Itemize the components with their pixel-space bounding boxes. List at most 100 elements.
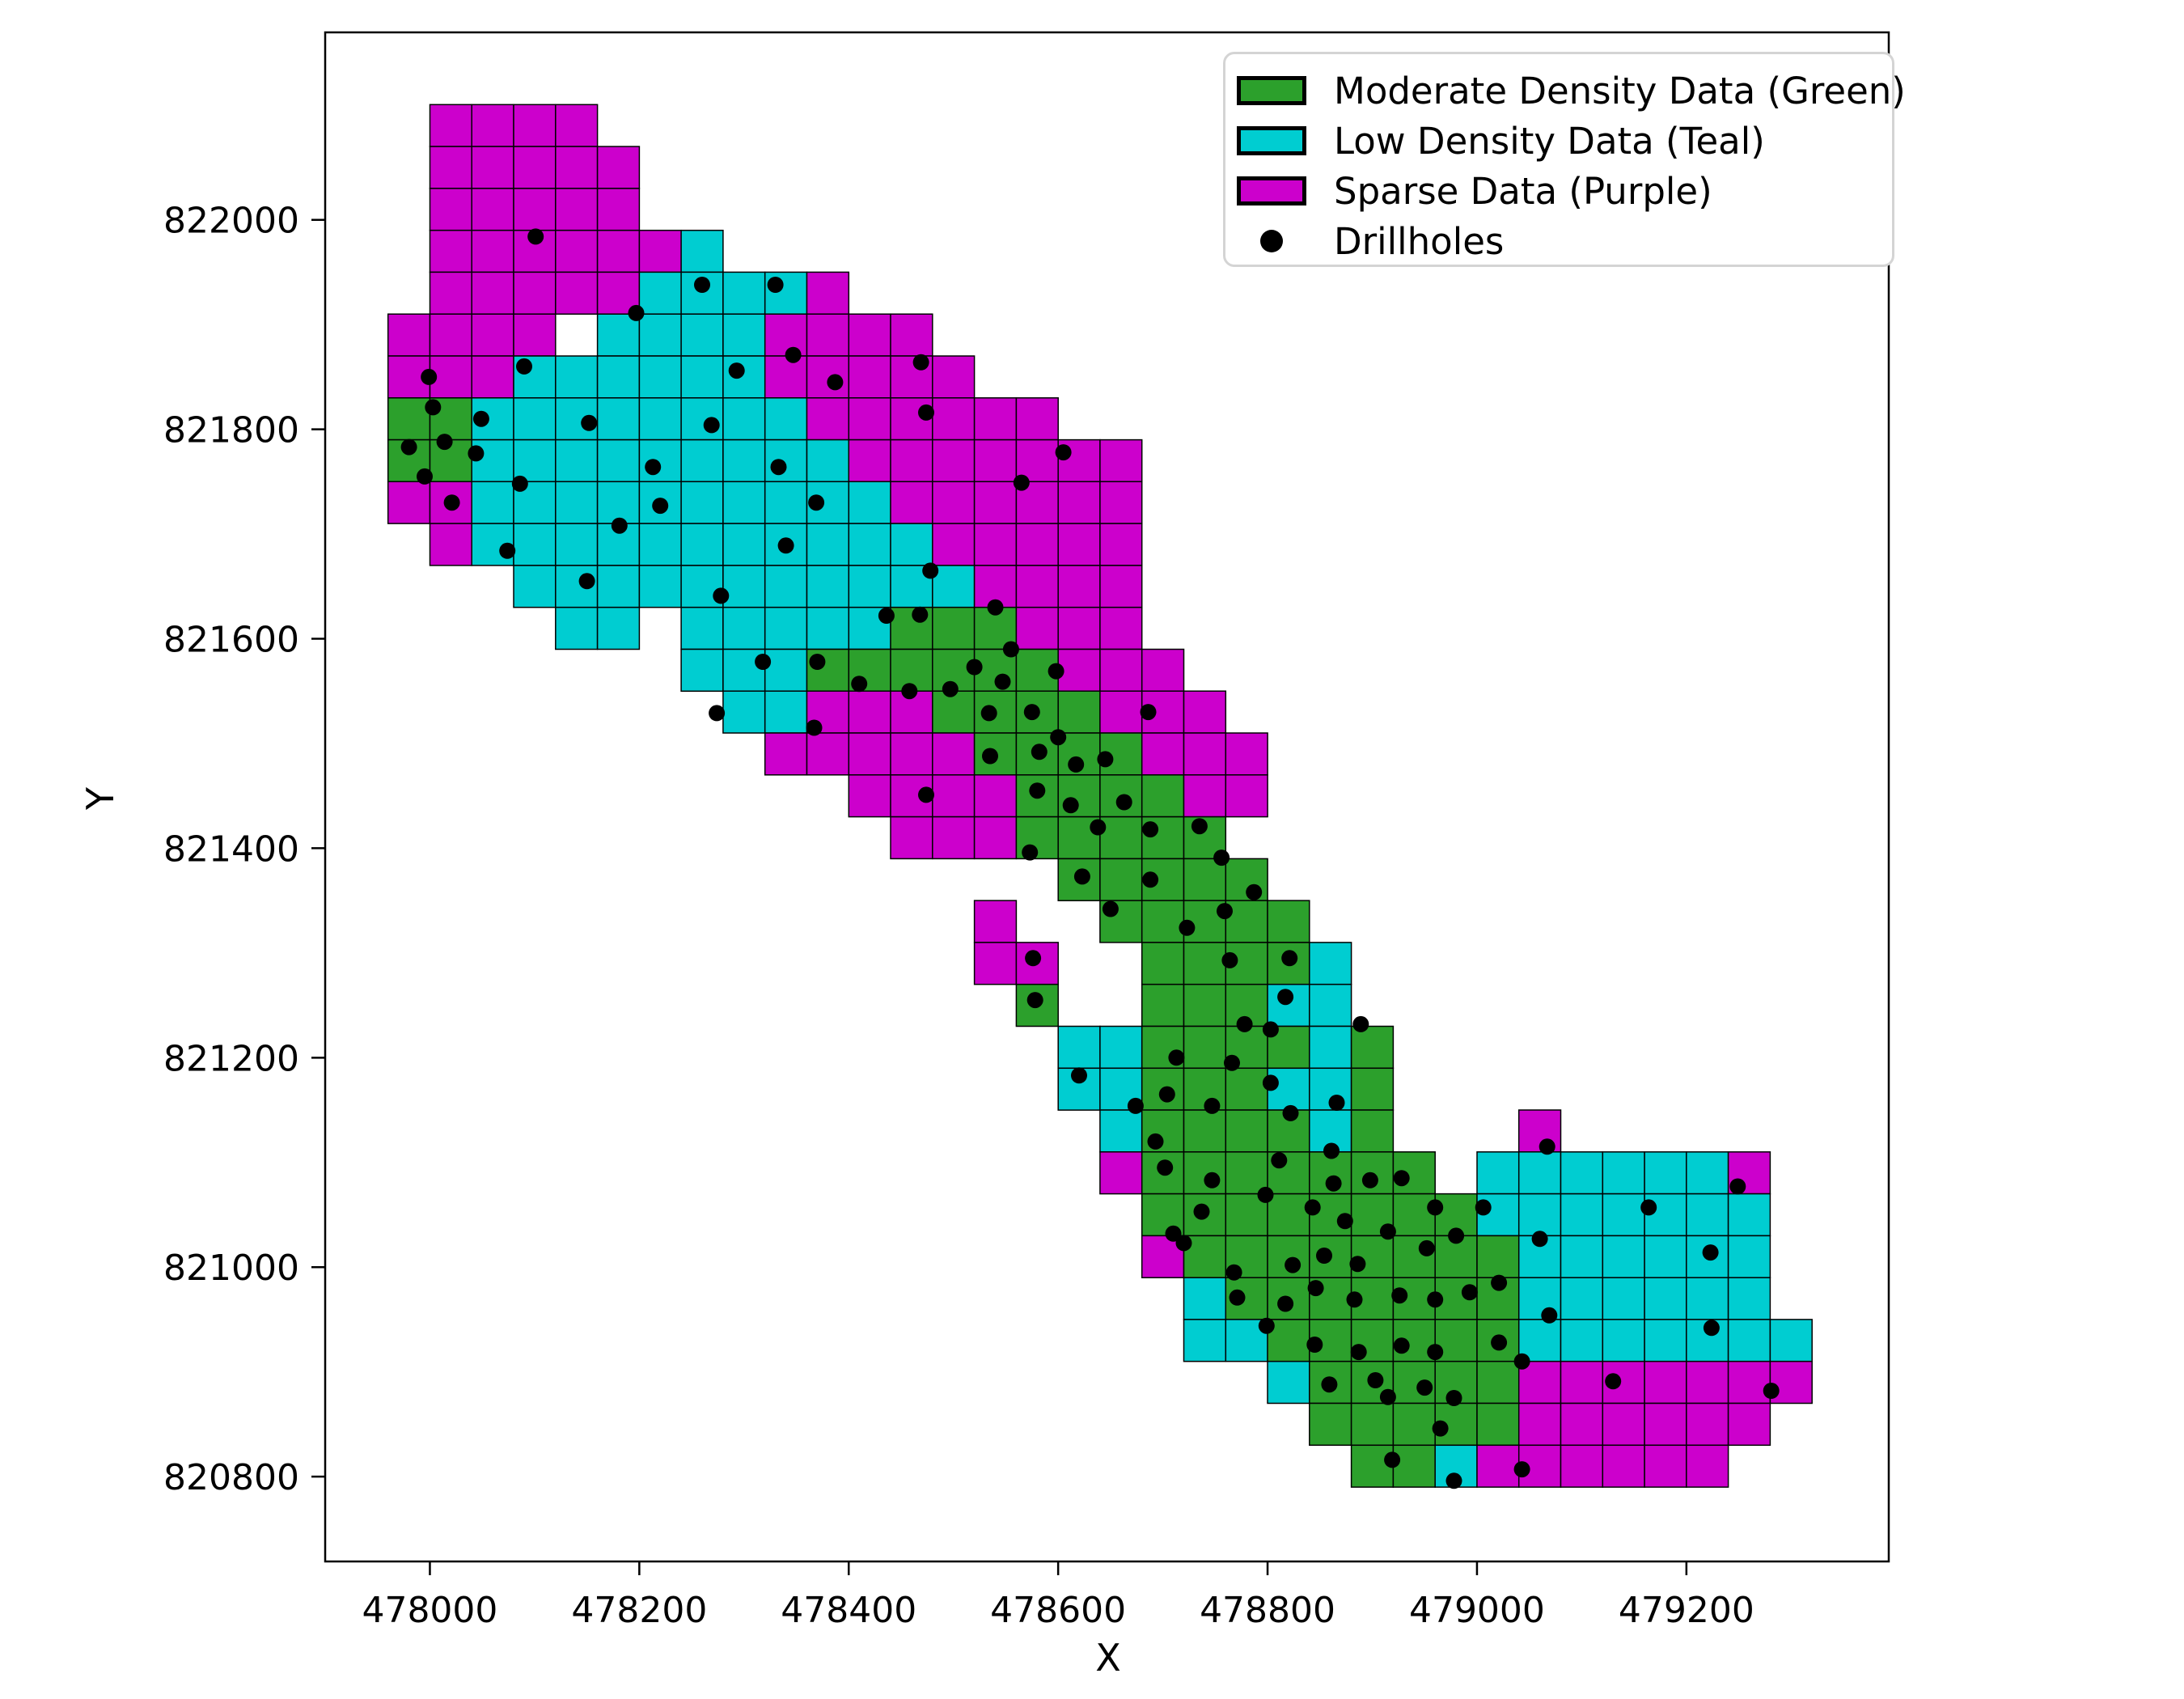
drillhole-marker	[878, 608, 895, 624]
drillhole-marker	[942, 680, 959, 697]
grid-cell-t	[1057, 1025, 1101, 1070]
grid-cell-t	[596, 313, 641, 357]
grid-cell-g	[1141, 942, 1185, 985]
grid-cell-g	[1183, 1025, 1227, 1070]
drillhole-marker	[806, 719, 823, 736]
grid-cell-t	[513, 523, 557, 566]
drillhole-marker	[1262, 1021, 1279, 1038]
grid-cell-t	[1517, 1193, 1562, 1237]
grid-cell-m	[1099, 481, 1143, 524]
drillhole-marker	[499, 542, 516, 559]
grid-cell-m	[1644, 1360, 1687, 1405]
grid-cell-t	[764, 439, 808, 483]
drillhole-marker	[827, 374, 844, 391]
grid-cell-m	[513, 104, 557, 147]
grid-cell-t	[848, 523, 891, 566]
grid-cell-t	[680, 355, 724, 399]
grid-cell-t	[722, 565, 766, 608]
grid-cell-m	[513, 313, 557, 357]
grid-cell-m	[1099, 1151, 1143, 1195]
grid-cell-t	[680, 606, 724, 650]
drillhole-marker	[1023, 704, 1040, 721]
drillhole-marker	[1158, 1086, 1175, 1103]
grid-cell-m	[1099, 565, 1143, 608]
grid-cell-t	[680, 648, 724, 693]
grid-cell-m	[890, 816, 933, 860]
drillhole-marker	[1204, 1097, 1221, 1114]
drillhole-marker	[1281, 950, 1298, 967]
grid-cell-t	[1476, 1151, 1520, 1195]
grid-cell-m	[1141, 732, 1185, 776]
drillhole-marker	[1729, 1178, 1746, 1195]
grid-cell-t	[848, 565, 891, 608]
drillhole-marker	[421, 368, 438, 385]
y-tick-label: 821200	[163, 1038, 299, 1079]
drillhole-marker	[922, 562, 939, 579]
drillhole-marker	[1071, 1067, 1087, 1084]
grid-cell-t	[680, 523, 724, 566]
drillhole-marker	[1448, 1227, 1465, 1244]
drillhole-marker	[994, 673, 1011, 690]
grid-cell-m	[848, 439, 891, 483]
grid-cell-t	[722, 313, 766, 357]
y-tick-label: 821800	[163, 410, 299, 451]
legend-swatch-icon	[1237, 126, 1306, 155]
drillhole-marker	[1391, 1287, 1408, 1304]
drillhole-marker	[1217, 903, 1233, 920]
grid-cell-g	[1057, 690, 1101, 734]
grid-cell-m	[848, 732, 891, 776]
grid-cell-t	[722, 690, 766, 734]
legend-swatch-icon	[1237, 76, 1306, 105]
grid-cell-m	[1517, 1402, 1562, 1447]
grid-cell-g	[1183, 942, 1227, 985]
grid-cell-m	[555, 104, 599, 147]
drillhole-marker	[1427, 1199, 1444, 1216]
grid-cell-t	[722, 439, 766, 483]
grid-cell-m	[932, 732, 976, 776]
drillhole-marker	[1013, 474, 1030, 491]
drillhole-marker	[1168, 1049, 1185, 1066]
grid-cell-m	[513, 229, 557, 273]
grid-cell-m	[1560, 1360, 1604, 1405]
x-tick-label: 479200	[1619, 1590, 1754, 1631]
grid-cell-t	[638, 565, 682, 608]
grid-cell-t	[1602, 1319, 1645, 1362]
grid-cell-m	[806, 355, 850, 399]
grid-cell-m	[806, 313, 850, 357]
drillhole-marker	[628, 304, 645, 321]
grid-cell-m	[890, 313, 933, 357]
grid-cell-t	[932, 565, 976, 608]
grid-cell-g	[1183, 1109, 1227, 1153]
x-tick-label: 479000	[1409, 1590, 1545, 1631]
grid-cell-t	[596, 606, 641, 650]
drillhole-marker	[1229, 1289, 1246, 1306]
drillhole-marker	[1349, 1256, 1366, 1273]
drillhole-marker	[1257, 1186, 1274, 1203]
legend: Moderate Density Data (Green) Low Density…	[1223, 52, 1906, 267]
grid-cell-t	[596, 439, 641, 483]
grid-cell-t	[806, 523, 850, 566]
drillhole-marker	[443, 494, 460, 511]
drillhole-marker	[1304, 1199, 1321, 1216]
grid-cell-g	[1141, 774, 1185, 818]
drillhole-marker	[1491, 1334, 1508, 1351]
drillhole-marker	[1418, 1239, 1435, 1256]
drillhole-marker	[1703, 1320, 1720, 1337]
grid-cell-t	[638, 271, 682, 315]
grid-cell-t	[890, 523, 933, 566]
grid-cell-t	[1644, 1151, 1687, 1195]
drillhole-marker	[1445, 1390, 1462, 1406]
grid-cell-t	[722, 397, 766, 441]
grid-cell-m	[848, 397, 891, 441]
drillhole-marker	[912, 354, 929, 371]
grid-cell-g	[1392, 1444, 1436, 1488]
drillhole-marker	[808, 494, 825, 511]
grid-cell-t	[680, 481, 724, 524]
drillhole-marker	[1258, 1317, 1275, 1334]
drillhole-marker	[1115, 794, 1132, 811]
y-tick-label: 821600	[163, 620, 299, 661]
drillhole-marker	[966, 659, 983, 676]
grid-cell-g	[1141, 1109, 1185, 1153]
grid-cell-m	[387, 481, 431, 524]
